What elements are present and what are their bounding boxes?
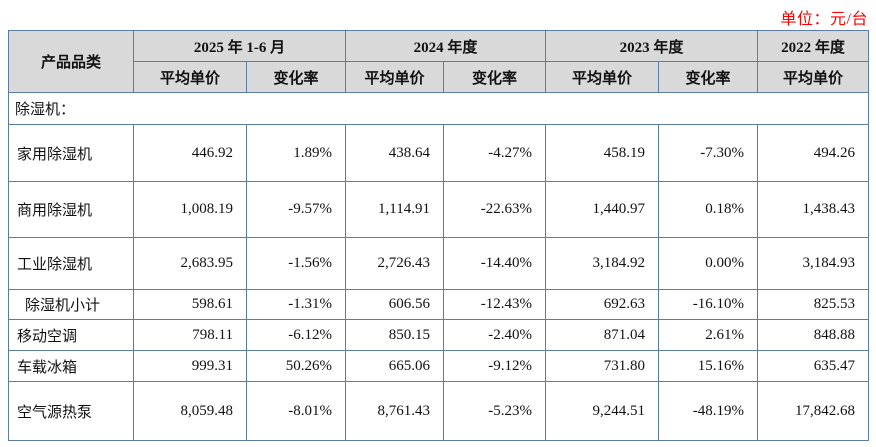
product-name-cell: 空气源热泵 [8,381,134,441]
sub-header-avg-2025: 平均单价 [133,61,247,93]
sub-header-avg-2023: 平均单价 [545,61,660,93]
table-row: 商用除湿机 1,008.19 -9.57% 1,114.91 -22.63% 1… [8,181,870,238]
value-cell: -9.12% [442,350,547,382]
value-cell: -2.40% [442,319,547,351]
sub-header-change-2024: 变化率 [442,61,547,93]
value-cell: -4.27% [442,124,547,182]
value-cell: 458.19 [545,124,660,182]
product-name-cell: 除湿机小计 [8,289,134,320]
value-cell: -12.43% [442,289,547,320]
value-cell: 8,059.48 [133,381,247,441]
value-cell: 825.53 [757,289,870,320]
table-row: 移动空调 798.11 -6.12% 850.15 -2.40% 871.04 … [8,319,870,351]
value-cell: 438.64 [345,124,444,182]
value-cell: 2,726.43 [345,237,444,290]
sub-header-change-2023: 变化率 [658,61,759,93]
product-name-cell: 商用除湿机 [8,181,134,238]
sub-header-avg-2024: 平均单价 [345,61,444,93]
group-header-2024: 2024 年度 [344,30,547,62]
sub-header-change-2025: 变化率 [246,61,346,93]
value-cell: -6.12% [246,319,346,351]
value-cell: 1,114.91 [345,181,444,238]
table-row: 空气源热泵 8,059.48 -8.01% 8,761.43 -5.23% 9,… [8,381,870,441]
value-cell: 848.88 [757,319,870,351]
value-cell: 1,440.97 [545,181,660,238]
value-cell: -7.30% [658,124,759,182]
product-price-table: 产品品类 2025 年 1-6 月 2024 年度 2023 年度 2022 年… [7,30,870,441]
value-cell: -9.57% [246,181,346,238]
group-header-2022: 2022 年度 [757,30,870,62]
product-name-cell: 车载冰箱 [8,350,134,382]
value-cell: 8,761.43 [345,381,444,441]
value-cell: 3,184.92 [545,237,660,290]
value-cell: 9,244.51 [545,381,660,441]
value-cell: 1,438.43 [757,181,870,238]
section-row: 除湿机： [7,92,870,125]
value-cell: 871.04 [545,319,660,351]
value-cell: 606.56 [345,289,444,320]
sub-header-avg-2022: 平均单价 [757,61,870,93]
value-cell: -1.56% [246,237,346,290]
value-cell: 665.06 [345,350,444,382]
value-cell: -14.40% [442,237,547,290]
value-cell: 598.61 [133,289,247,320]
value-cell: 0.18% [658,181,759,238]
product-name-cell: 家用除湿机 [8,124,134,182]
value-cell: -5.23% [442,381,547,441]
value-cell: 3,184.93 [757,237,870,290]
value-cell: 850.15 [345,319,444,351]
header-row-subs: 平均单价 变化率 平均单价 变化率 平均单价 变化率 平均单价 [9,61,870,93]
value-cell: 1.89% [246,124,346,182]
value-cell: 0.00% [658,237,759,290]
value-cell: 494.26 [757,124,870,182]
section-label: 除湿机： [7,92,870,125]
unit-label: 单位：元/台 [780,11,868,28]
value-cell: 731.80 [545,350,660,382]
value-cell: 2.61% [658,319,759,351]
value-cell: 15.16% [658,350,759,382]
value-cell: 446.92 [133,124,247,182]
value-cell: -8.01% [246,381,346,441]
value-cell: 692.63 [545,289,660,320]
table-row: 车载冰箱 999.31 50.26% 665.06 -9.12% 731.80 … [8,350,870,382]
table-row: 工业除湿机 2,683.95 -1.56% 2,726.43 -14.40% 3… [8,237,870,290]
value-cell: 50.26% [246,350,346,382]
product-name-cell: 移动空调 [8,319,134,351]
product-name-cell: 工业除湿机 [8,237,134,290]
value-cell: -1.31% [246,289,346,320]
value-cell: -48.19% [658,381,759,441]
header-row-groups: 产品品类 2025 年 1-6 月 2024 年度 2023 年度 2022 年… [8,30,870,93]
table-row: 除湿机小计 598.61 -1.31% 606.56 -12.43% 692.6… [8,289,870,320]
value-cell: 2,683.95 [133,237,247,290]
value-cell: 999.31 [133,350,247,382]
table-row: 家用除湿机 446.92 1.89% 438.64 -4.27% 458.19 … [8,124,870,182]
group-header-2023: 2023 年度 [545,30,759,62]
value-cell: 17,842.68 [757,381,870,441]
value-cell: -16.10% [658,289,759,320]
value-cell: 1,008.19 [133,181,247,238]
value-cell: 798.11 [133,319,247,351]
group-header-2025: 2025 年 1-6 月 [133,30,346,62]
value-cell: 635.47 [757,350,870,382]
corner-header-cell: 产品品类 [8,30,134,93]
value-cell: -22.63% [442,181,547,238]
